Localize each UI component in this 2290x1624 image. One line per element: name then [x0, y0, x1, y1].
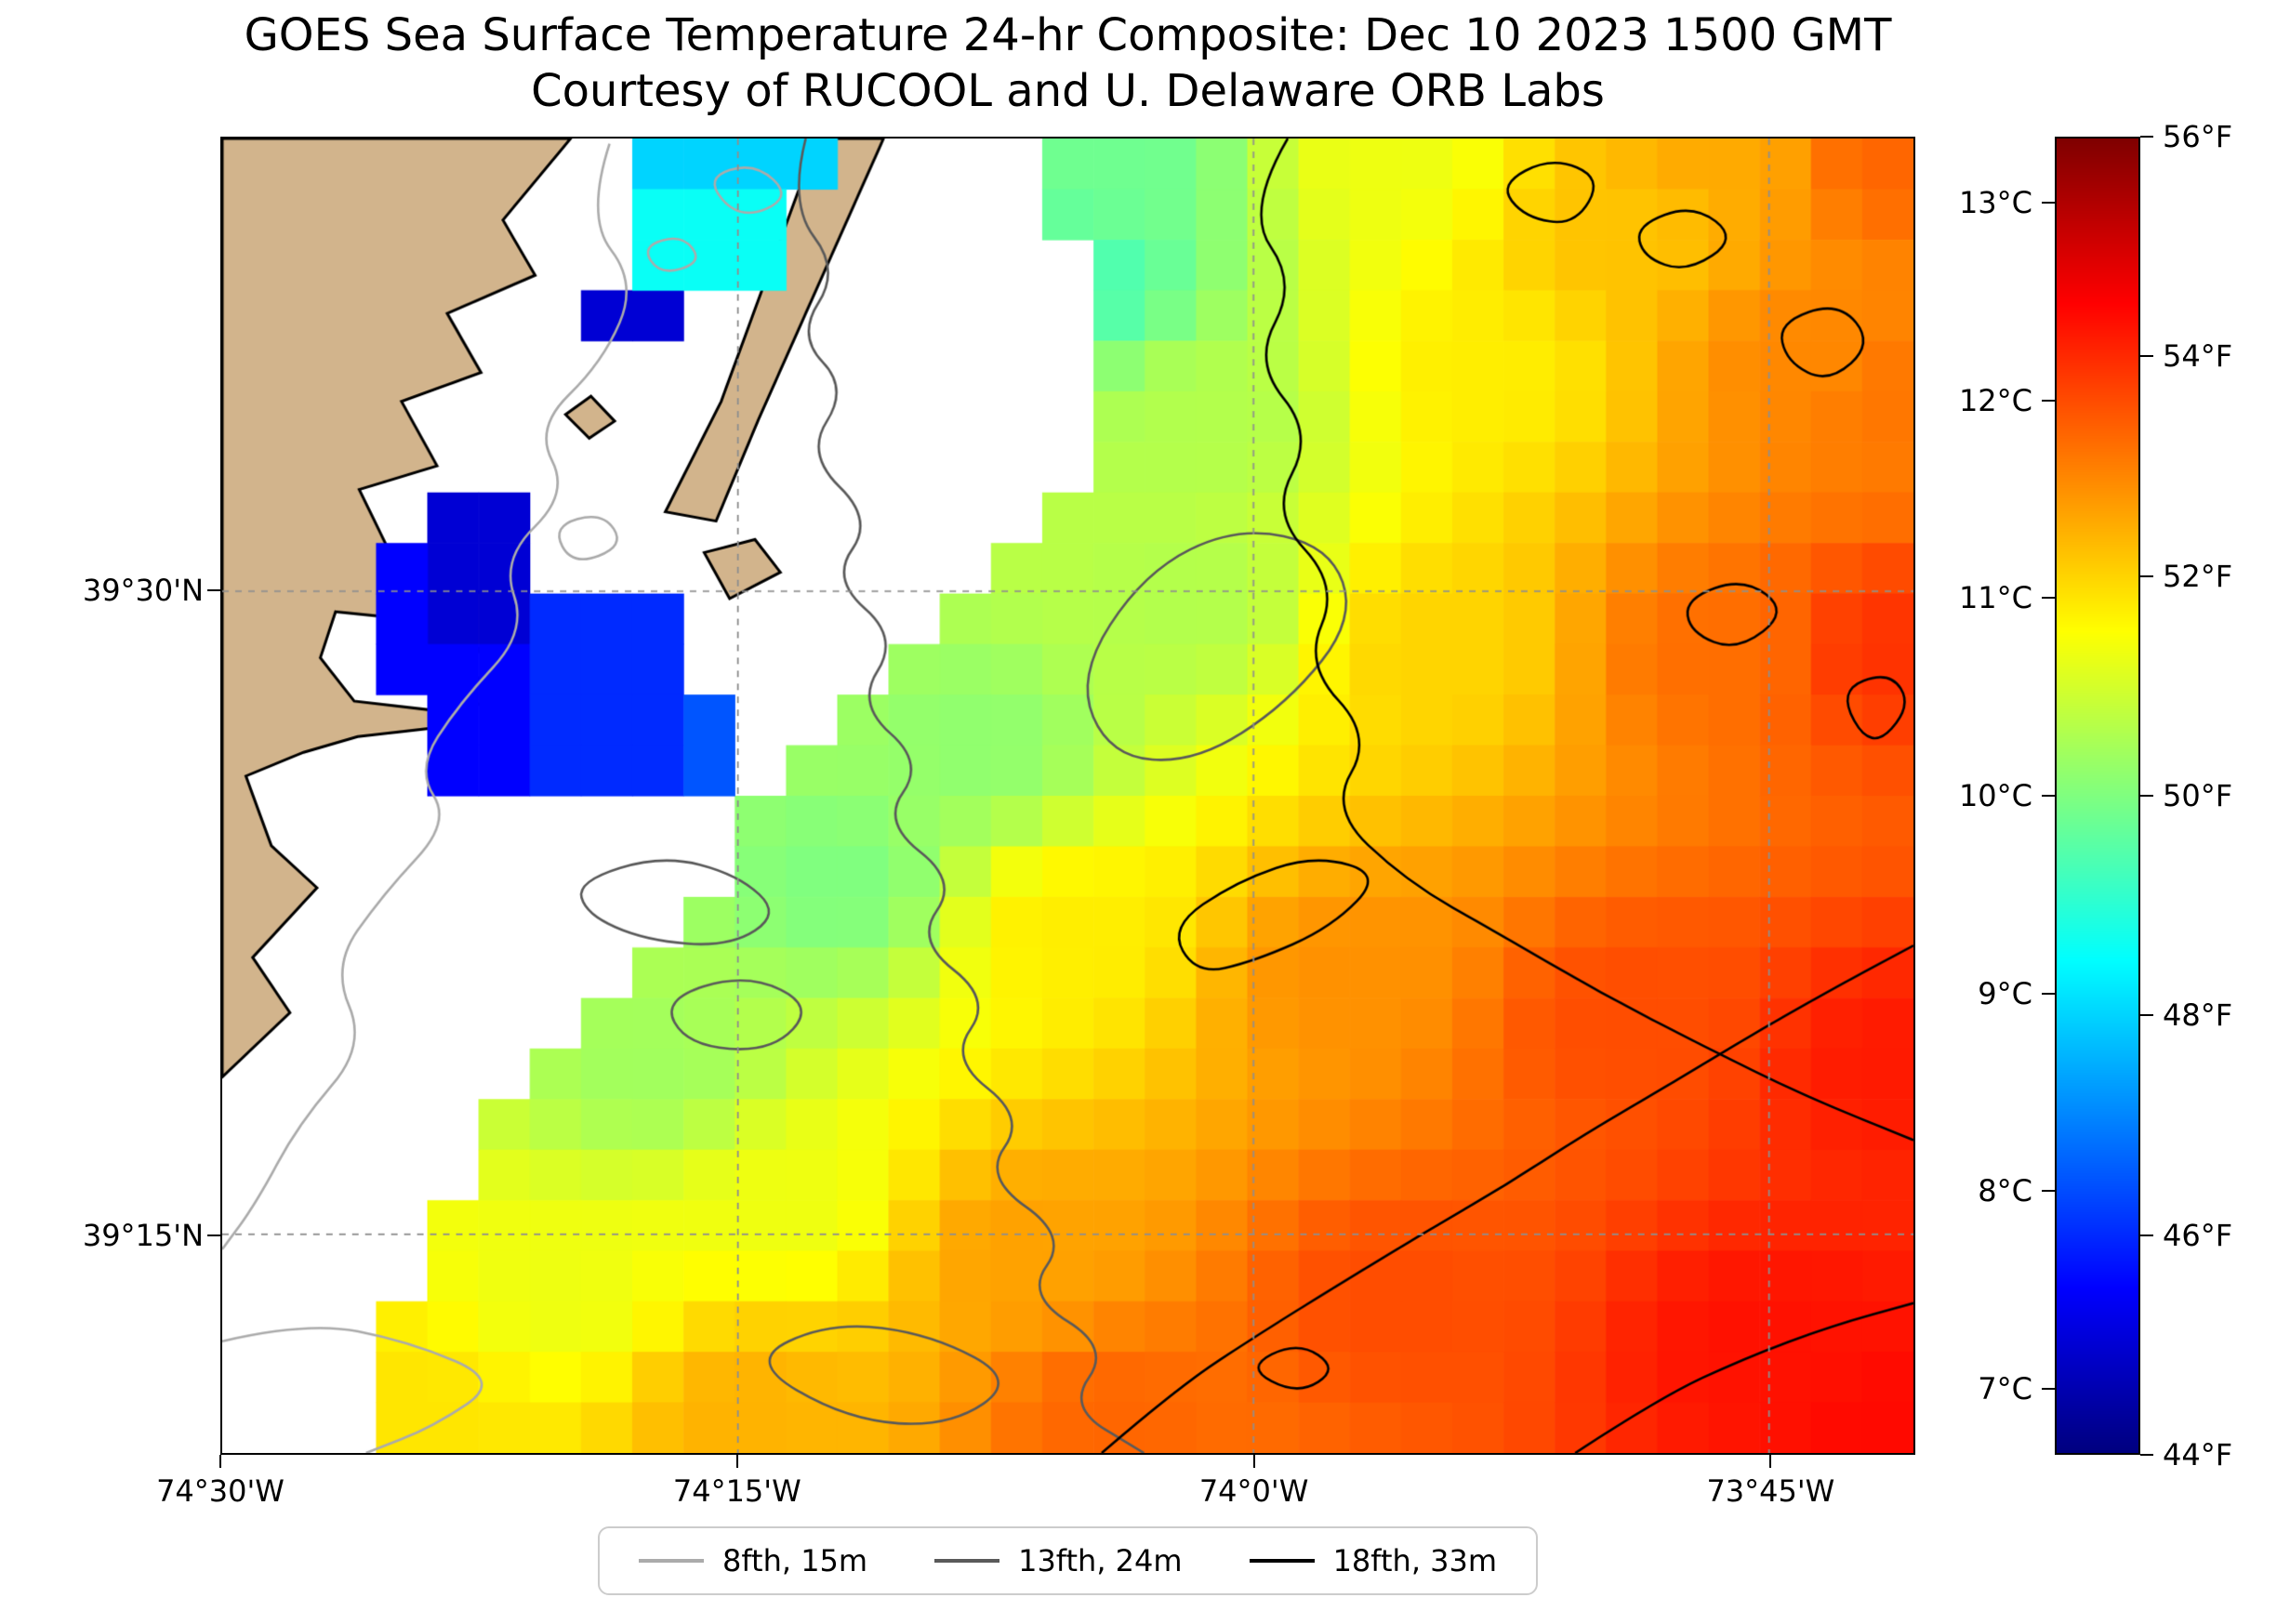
- legend-item: 8fth, 15m: [638, 1543, 868, 1578]
- colorbar-tick-mark-fahrenheit: [2140, 1454, 2153, 1456]
- sst-heatmap-canvas: [222, 139, 1913, 1453]
- colorbar-tick-label-celsius: 9°C: [1978, 975, 2032, 1011]
- chart-title: GOES Sea Surface Temperature 24-hr Compo…: [244, 9, 1892, 61]
- x-tick-label: 73°45'W: [1706, 1473, 1835, 1509]
- colorbar-tick-label-celsius: 12°C: [1958, 382, 2032, 418]
- map-plot-area: [220, 137, 1915, 1455]
- colorbar-tick-label-celsius: 13°C: [1958, 184, 2032, 220]
- colorbar-tick-label-celsius: 8°C: [1978, 1173, 2032, 1209]
- chart-subtitle: Courtesy of RUCOOL and U. Delaware ORB L…: [531, 65, 1605, 117]
- colorbar-tick-mark-celsius: [2042, 992, 2055, 995]
- colorbar-tick-mark-fahrenheit: [2140, 355, 2153, 358]
- colorbar-tick-label-fahrenheit: 50°F: [2163, 778, 2233, 813]
- colorbar-tick-mark-celsius: [2042, 201, 2055, 204]
- legend-item-label: 13fth, 24m: [1018, 1543, 1183, 1578]
- y-tick-label: 39°30'N: [82, 573, 204, 609]
- colorbar-tick-mark-celsius: [2042, 1190, 2055, 1193]
- colorbar-tick-label-celsius: 10°C: [1958, 778, 2032, 813]
- colorbar-tick-label-fahrenheit: 54°F: [2163, 338, 2233, 375]
- legend-line-swatch: [934, 1559, 1000, 1563]
- x-tick-label: 74°0'W: [1198, 1473, 1309, 1509]
- x-tick-mark: [219, 1455, 221, 1468]
- colorbar-tick-label-fahrenheit: 46°F: [2163, 1217, 2233, 1253]
- y-tick-label: 39°15'N: [82, 1218, 204, 1254]
- colorbar-tick-label-fahrenheit: 56°F: [2163, 119, 2233, 154]
- colorbar-tick-mark-fahrenheit: [2140, 1014, 2153, 1017]
- legend-line-swatch: [638, 1559, 704, 1563]
- legend-item: 13fth, 24m: [934, 1543, 1183, 1578]
- colorbar-tick-mark-celsius: [2042, 795, 2055, 797]
- y-tick-mark: [207, 589, 220, 592]
- colorbar-tick-label-fahrenheit: 52°F: [2163, 558, 2233, 594]
- legend-wrap: 8fth, 15m 13fth, 24m 18fth, 33m: [220, 1526, 1915, 1595]
- colorbar-tick-mark-fahrenheit: [2140, 136, 2153, 138]
- colorbar-tick-mark-celsius: [2042, 1388, 2055, 1391]
- legend-item: 18fth, 33m: [1249, 1543, 1498, 1578]
- x-tick-label: 74°30'W: [156, 1473, 285, 1509]
- x-tick-mark: [1769, 1455, 1772, 1468]
- contour-legend: 8fth, 15m 13fth, 24m 18fth, 33m: [597, 1526, 1539, 1595]
- colorbar-tick-mark-fahrenheit: [2140, 574, 2153, 577]
- x-tick-mark: [735, 1455, 738, 1468]
- x-tick-mark: [1252, 1455, 1255, 1468]
- colorbar-tick-mark-fahrenheit: [2140, 1234, 2153, 1236]
- legend-item-label: 18fth, 33m: [1332, 1543, 1498, 1578]
- legend-line-swatch: [1249, 1559, 1315, 1563]
- colorbar-tick-mark-fahrenheit: [2140, 795, 2153, 797]
- colorbar: [2055, 137, 2140, 1455]
- colorbar-tick-label-fahrenheit: 44°F: [2163, 1437, 2233, 1472]
- colorbar-tick-mark-celsius: [2042, 399, 2055, 402]
- chart-title-block: GOES Sea Surface Temperature 24-hr Compo…: [220, 7, 1915, 119]
- legend-item-label: 8fth, 15m: [721, 1543, 868, 1578]
- y-tick-mark: [207, 1235, 220, 1237]
- colorbar-tick-label-fahrenheit: 48°F: [2163, 997, 2233, 1034]
- colorbar-tick-label-celsius: 7°C: [1978, 1371, 2032, 1407]
- colorbar-gradient-canvas: [2057, 139, 2138, 1453]
- x-tick-label: 74°15'W: [672, 1473, 801, 1509]
- colorbar-tick-label-celsius: 11°C: [1958, 580, 2032, 616]
- colorbar-tick-mark-celsius: [2042, 597, 2055, 600]
